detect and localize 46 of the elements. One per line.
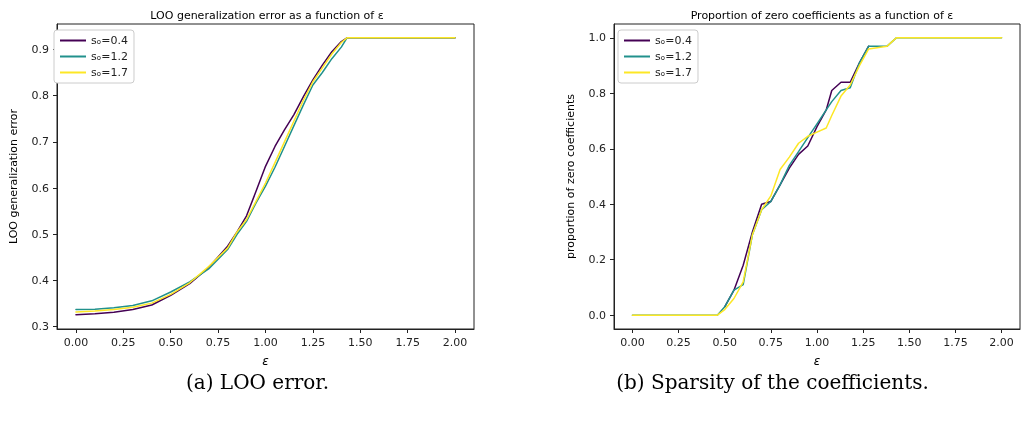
- legend-label: sₒ=1.7: [91, 66, 128, 79]
- legend-label: sₒ=1.2: [655, 50, 692, 63]
- x-tick-label: 0.75: [758, 336, 784, 349]
- y-tick-label: 0.5: [31, 227, 49, 241]
- x-tick-label: 1.75: [943, 336, 968, 349]
- y-tick-label: 0.9: [31, 42, 49, 56]
- chart-title: LOO generalization error as a function of ε: [150, 9, 384, 22]
- x-tick-label: 0.00: [620, 336, 645, 349]
- chart-title: Proportion of zero coefficients as a function of ε: [690, 9, 954, 22]
- x-axis-title: ε: [813, 354, 821, 368]
- y-tick-label: 0.4: [31, 273, 49, 287]
- y-tick-label: 0.2: [588, 253, 606, 267]
- y-axis-title: proportion of zero coefficients: [564, 93, 577, 260]
- y-tick-label: 0.8: [31, 89, 49, 103]
- legend-label: sₒ=1.7: [655, 66, 692, 79]
- y-tick-label: 1.0: [588, 31, 606, 45]
- x-tick-label: 1.00: [804, 336, 830, 349]
- x-tick-label: 1.25: [300, 336, 326, 349]
- y-tick-label: 0.3: [31, 320, 49, 334]
- x-tick-label: 0.50: [712, 336, 737, 349]
- x-tick-label: 2.00: [442, 336, 468, 349]
- y-tick-label: 0.7: [31, 135, 49, 149]
- y-tick-label: 0.6: [588, 142, 606, 156]
- line-series: [631, 37, 1003, 316]
- x-tick-label: 0.25: [111, 336, 136, 349]
- x-tick-label: 1.25: [850, 336, 876, 349]
- legend-label: sₒ=0.4: [655, 34, 692, 47]
- x-tick-label: 0.00: [63, 336, 89, 349]
- x-tick-label: 2.00: [989, 336, 1014, 349]
- text: (b) Sparsity of the coefficients.: [616, 370, 929, 394]
- x-tick-label: 1.75: [395, 336, 420, 349]
- x-tick-label: 0.25: [666, 336, 691, 349]
- x-tick-label: 1.50: [897, 336, 922, 349]
- x-tick-label: 0.50: [158, 336, 183, 349]
- x-tick-label: 1.50: [348, 336, 373, 349]
- y-tick-label: 0.6: [31, 181, 49, 195]
- x-axis-title: ε: [262, 354, 270, 368]
- y-tick-label: 0.0: [588, 308, 606, 322]
- legend-label: sₒ=1.2: [91, 50, 128, 63]
- legend-label: sₒ=0.4: [91, 34, 128, 47]
- x-tick-label: 1.00: [253, 336, 278, 349]
- y-axis-title: LOO generalization error: [7, 108, 20, 245]
- x-tick-label: 0.75: [205, 336, 231, 349]
- y-tick-label: 0.8: [588, 86, 606, 100]
- text: (a) LOO error.: [185, 370, 330, 394]
- y-tick-label: 0.4: [588, 197, 606, 211]
